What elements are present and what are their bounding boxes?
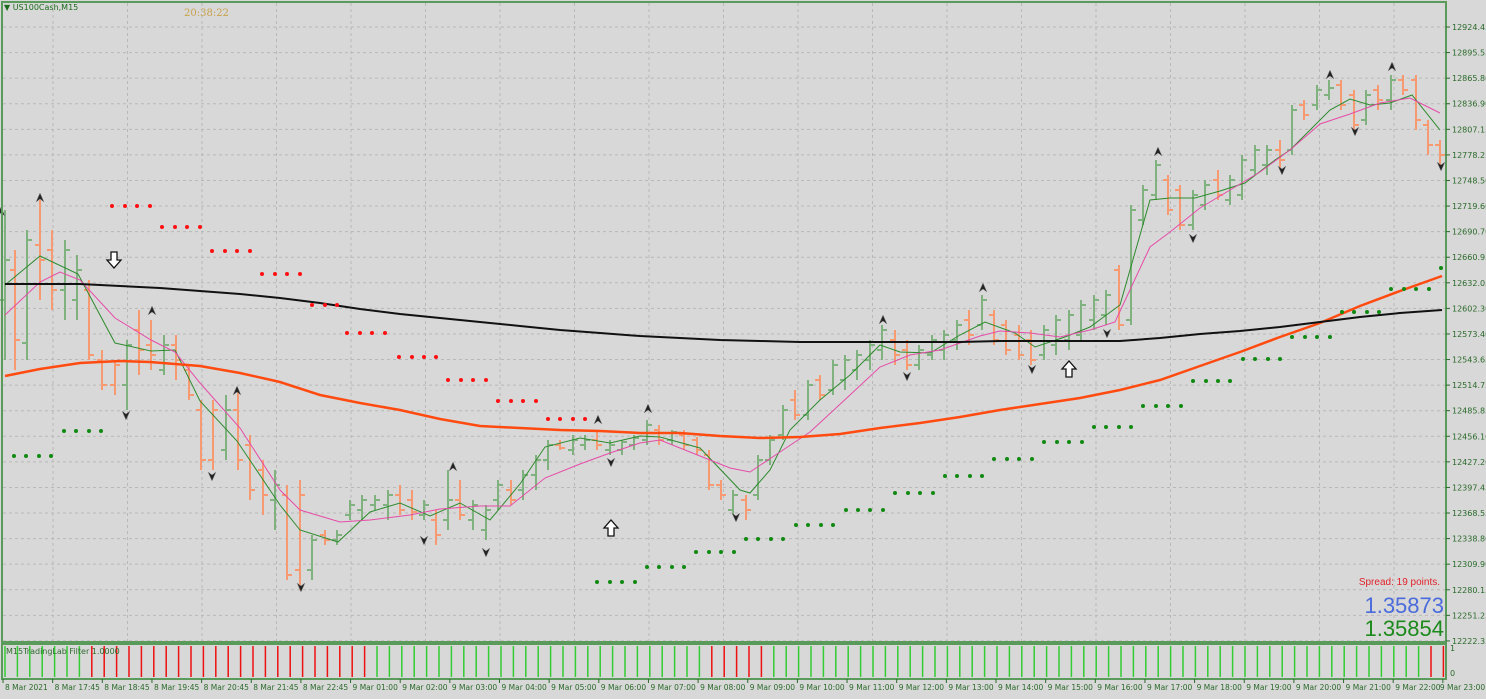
svg-text:12690.70: 12690.70 <box>1452 228 1486 237</box>
svg-text:12397.45: 12397.45 <box>1452 483 1486 492</box>
svg-text:9 Mar 09:00: 9 Mar 09:00 <box>750 683 796 692</box>
svg-text:12807.15: 12807.15 <box>1452 125 1486 134</box>
svg-text:8 Mar 18:45: 8 Mar 18:45 <box>104 683 150 692</box>
svg-text:9 Mar 08:00: 9 Mar 08:00 <box>700 683 746 692</box>
trend-dots <box>12 204 1443 584</box>
svg-text:12778.25: 12778.25 <box>1452 151 1486 160</box>
svg-text:9 Mar 03:00: 9 Mar 03:00 <box>452 683 498 692</box>
svg-text:12632.05: 12632.05 <box>1452 279 1486 288</box>
moving-averages <box>4 94 1443 543</box>
svg-text:12719.60: 12719.60 <box>1452 202 1486 211</box>
svg-text:9 Mar 14:00: 9 Mar 14:00 <box>998 683 1044 692</box>
svg-text:12368.55: 12368.55 <box>1452 509 1486 518</box>
svg-text:8 Mar 20:45: 8 Mar 20:45 <box>204 683 250 692</box>
svg-text:12485.85: 12485.85 <box>1452 407 1486 416</box>
svg-text:9 Mar 19:00: 9 Mar 19:00 <box>1246 683 1292 692</box>
svg-text:9 Mar 23:00: 9 Mar 23:00 <box>1440 683 1486 692</box>
ask-price: 1.35873 <box>1364 593 1444 618</box>
svg-text:12573.40: 12573.40 <box>1452 330 1486 339</box>
svg-text:9 Mar 17:00: 9 Mar 17:00 <box>1147 683 1193 692</box>
svg-text:12543.65: 12543.65 <box>1452 356 1486 365</box>
svg-text:8 Mar 17:45: 8 Mar 17:45 <box>55 683 101 692</box>
svg-text:9 Mar 22:00: 9 Mar 22:00 <box>1395 683 1441 692</box>
svg-text:12602.30: 12602.30 <box>1452 304 1486 313</box>
svg-text:12427.20: 12427.20 <box>1452 458 1486 467</box>
svg-text:12748.50: 12748.50 <box>1452 176 1486 185</box>
svg-text:9 Mar 05:00: 9 Mar 05:00 <box>551 683 597 692</box>
svg-text:12309.90: 12309.90 <box>1452 560 1486 569</box>
svg-text:12456.10: 12456.10 <box>1452 432 1486 441</box>
spread-text: Spread: 19 points. <box>1358 577 1440 588</box>
chart-title[interactable]: ▼ US100Cash,M15 <box>4 3 78 12</box>
svg-text:12222.35: 12222.35 <box>1452 637 1486 646</box>
svg-text:9 Mar 04:00: 9 Mar 04:00 <box>502 683 548 692</box>
svg-text:1: 1 <box>1450 644 1455 653</box>
svg-text:9 Mar 15:00: 9 Mar 15:00 <box>1048 683 1094 692</box>
time-axis[interactable]: 8 Mar 2021 8 Mar 17:45 8 Mar 18:45 8 Mar 19… <box>2 679 1486 692</box>
svg-text:9 Mar 21:00: 9 Mar 21:00 <box>1346 683 1392 692</box>
indicator-histogram <box>4 646 1445 677</box>
svg-text:8 Mar 22:45: 8 Mar 22:45 <box>303 683 349 692</box>
svg-text:12895.55: 12895.55 <box>1452 49 1486 58</box>
svg-text:9 Mar 02:00: 9 Mar 02:00 <box>402 683 448 692</box>
price-axis[interactable]: 12924.45 12895.55 12865.80 12836.90 12807.15… <box>1446 23 1486 678</box>
symbol-timeframe-label: US100Cash,M15 <box>12 3 79 12</box>
svg-text:9 Mar 12:00: 9 Mar 12:00 <box>899 683 945 692</box>
candle-timer: 20:38:22 <box>184 8 229 19</box>
svg-text:9 Mar 18:00: 9 Mar 18:00 <box>1197 683 1243 692</box>
svg-text:9 Mar 16:00: 9 Mar 16:00 <box>1097 683 1143 692</box>
chart-frame <box>1 1 1447 680</box>
svg-text:12660.95: 12660.95 <box>1452 253 1486 262</box>
chart-grid <box>3 3 1446 642</box>
svg-text:0: 0 <box>1450 669 1455 678</box>
svg-text:9 Mar 20:00: 9 Mar 20:00 <box>1296 683 1342 692</box>
chart-menu-triangle-icon[interactable]: ▼ <box>4 3 11 12</box>
svg-text:9 Mar 06:00: 9 Mar 06:00 <box>601 683 647 692</box>
svg-text:9 Mar 07:00: 9 Mar 07:00 <box>650 683 696 692</box>
svg-text:12251.25: 12251.25 <box>1452 611 1486 620</box>
svg-text:8 Mar 2021: 8 Mar 2021 <box>5 683 48 692</box>
svg-text:12338.80: 12338.80 <box>1452 535 1486 544</box>
svg-text:9 Mar 10:00: 9 Mar 10:00 <box>799 683 845 692</box>
svg-text:9 Mar 11:00: 9 Mar 11:00 <box>849 683 895 692</box>
svg-text:12836.90: 12836.90 <box>1452 100 1486 109</box>
svg-text:9 Mar 13:00: 9 Mar 13:00 <box>948 683 994 692</box>
svg-text:12924.45: 12924.45 <box>1452 23 1486 32</box>
indicator-label: M15TradingLab Filter 1.0000 <box>6 647 120 656</box>
ohlc-bars <box>0 75 1445 590</box>
svg-text:12865.80: 12865.80 <box>1452 74 1486 83</box>
signal-arrows <box>0 61 1446 593</box>
svg-text:8 Mar 21:45: 8 Mar 21:45 <box>253 683 299 692</box>
svg-text:8 Mar 19:45: 8 Mar 19:45 <box>154 683 200 692</box>
svg-text:12514.75: 12514.75 <box>1452 381 1486 390</box>
svg-text:12280.15: 12280.15 <box>1452 586 1486 595</box>
svg-text:9 Mar 01:00: 9 Mar 01:00 <box>353 683 399 692</box>
bid-price: 1.35854 <box>1364 616 1444 641</box>
